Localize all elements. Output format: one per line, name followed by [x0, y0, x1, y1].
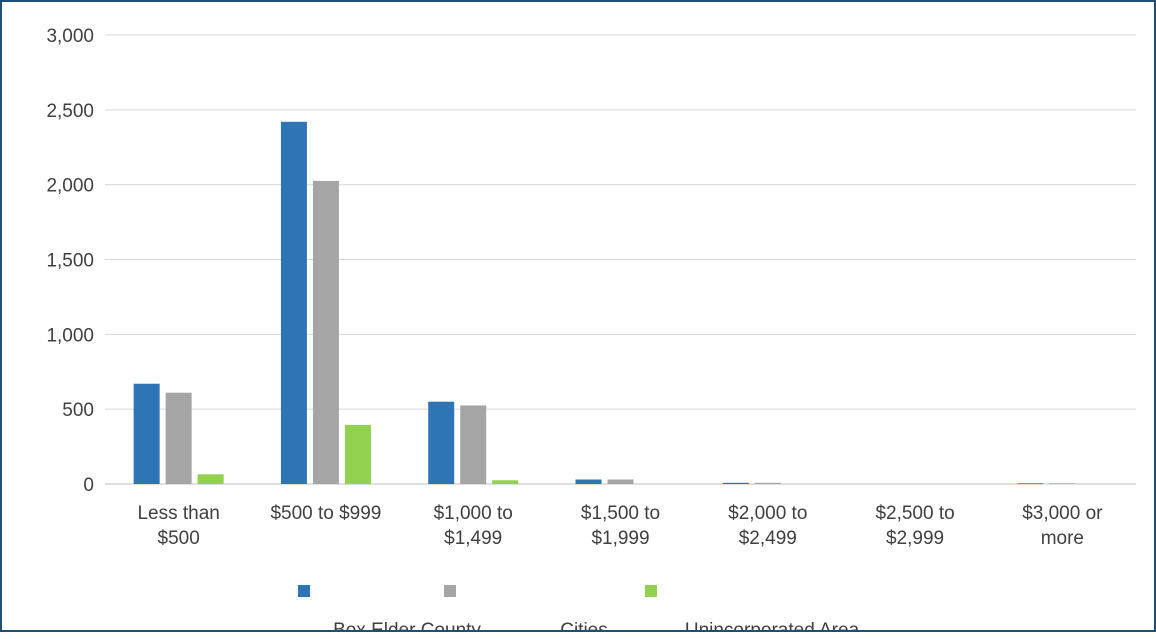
bar — [607, 479, 634, 484]
x-tick-label: $2,500 to — [875, 503, 954, 524]
legend-label: Unincorporated Area — [685, 620, 860, 630]
bar — [197, 474, 224, 484]
x-tick-label: $2,499 — [739, 528, 797, 549]
legend-marker — [444, 585, 456, 597]
legend-label: Cities — [560, 620, 608, 630]
x-tick-label: $1,499 — [444, 528, 502, 549]
x-tick-label: $1,500 to — [581, 503, 660, 524]
x-tick-label: more — [1041, 528, 1084, 549]
bars — [133, 121, 1076, 485]
bar — [460, 405, 487, 484]
x-tick-label: $500 — [158, 528, 200, 549]
bar — [492, 480, 519, 484]
y-tick-label: 1,500 — [46, 251, 94, 272]
legend-marker — [298, 585, 310, 597]
bar — [722, 482, 749, 484]
legend: Box Elder County Cities Unincorporated Are… — [298, 585, 860, 630]
bar — [133, 383, 160, 484]
legend-label: Box Elder County — [333, 620, 481, 630]
bar — [280, 121, 307, 484]
x-tick-label: $500 to $999 — [270, 503, 381, 524]
y-tick-label: 2,000 — [46, 176, 94, 197]
bar — [428, 401, 455, 484]
bar — [1017, 483, 1044, 484]
x-tick-label: $1,000 to — [434, 503, 513, 524]
bar — [165, 392, 192, 484]
bar — [575, 479, 602, 484]
y-tick-label: 3,000 — [46, 26, 94, 47]
x-tick-label: $3,000 or — [1022, 503, 1103, 524]
bar — [312, 180, 339, 485]
gridlines — [105, 34, 1136, 485]
y-tick-label: 500 — [62, 400, 94, 421]
legend-marker — [645, 585, 657, 597]
y-tick-label: 1,000 — [46, 325, 94, 346]
y-tick-label: 2,500 — [46, 101, 94, 122]
x-tick-label: Less than — [137, 503, 219, 524]
y-tick-label: 0 — [83, 475, 94, 496]
y-axis: 0 500 1,000 1,500 2,000 2,500 3,000 — [46, 26, 94, 496]
bar-chart: 0 500 1,000 1,500 2,000 2,500 3,000 Less than $… — [46, 26, 1136, 630]
bar — [754, 482, 781, 484]
bar — [344, 424, 371, 484]
x-tick-label: $2,000 to — [728, 503, 807, 524]
x-tick-label: $1,999 — [591, 528, 649, 549]
x-axis: Less than $500 $500 to $999 $1,000 to $1,499… — [137, 503, 1103, 549]
x-tick-label: $2,999 — [886, 528, 944, 549]
bar — [1049, 483, 1076, 484]
